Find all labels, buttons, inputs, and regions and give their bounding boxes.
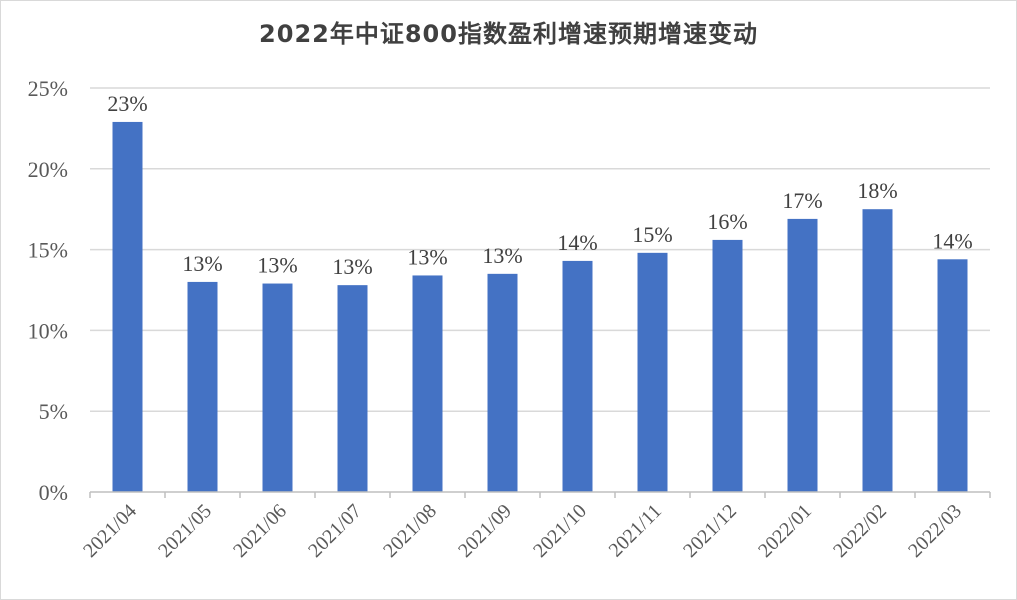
y-tick-label: 15% [28,238,68,263]
bar [562,260,593,492]
x-tick-label: 2021/09 [454,500,516,562]
x-tick-label: 2021/10 [529,500,591,562]
data-label: 13% [182,251,222,276]
axes [89,491,991,498]
x-tick-label: 2021/04 [79,500,141,562]
chart-title: 2022年中证800指数盈利增速预期增速变动 [259,20,758,48]
x-tick-label: 2022/03 [904,500,966,562]
bars [112,121,968,492]
x-tick-label: 2021/11 [605,500,666,561]
data-label: 15% [632,222,672,247]
bar [262,283,293,492]
bar [487,273,518,492]
y-tick-label: 20% [28,157,68,182]
data-label: 23% [107,91,147,116]
x-tick-label: 2021/12 [679,500,741,562]
data-label: 14% [932,228,972,253]
gridlines [90,87,990,412]
y-tick-label: 0% [39,480,68,505]
x-tick-label: 2021/07 [304,500,366,562]
bar [187,281,218,492]
data-label: 13% [257,253,297,278]
data-label: 14% [557,230,597,255]
y-tick-label: 5% [39,399,68,424]
data-label: 13% [332,254,372,279]
bar [862,209,893,492]
x-tick-label: 2021/06 [229,500,291,562]
data-label: 16% [707,209,747,234]
x-tick-label: 2021/08 [379,500,441,562]
x-tick-label: 2022/01 [754,500,816,562]
data-label: 18% [857,178,897,203]
bar [637,252,668,492]
bar [937,259,968,492]
y-tick-label: 25% [28,76,68,101]
bar [787,218,818,492]
bar [412,275,443,492]
bar [712,239,743,492]
bar [112,121,143,492]
y-tick-label: 10% [28,318,68,343]
x-tick-label: 2022/02 [829,500,891,562]
data-label: 13% [482,243,522,268]
bar [337,285,368,492]
x-tick-label: 2021/05 [154,500,216,562]
data-label: 13% [407,244,447,269]
data-label: 17% [782,188,822,213]
